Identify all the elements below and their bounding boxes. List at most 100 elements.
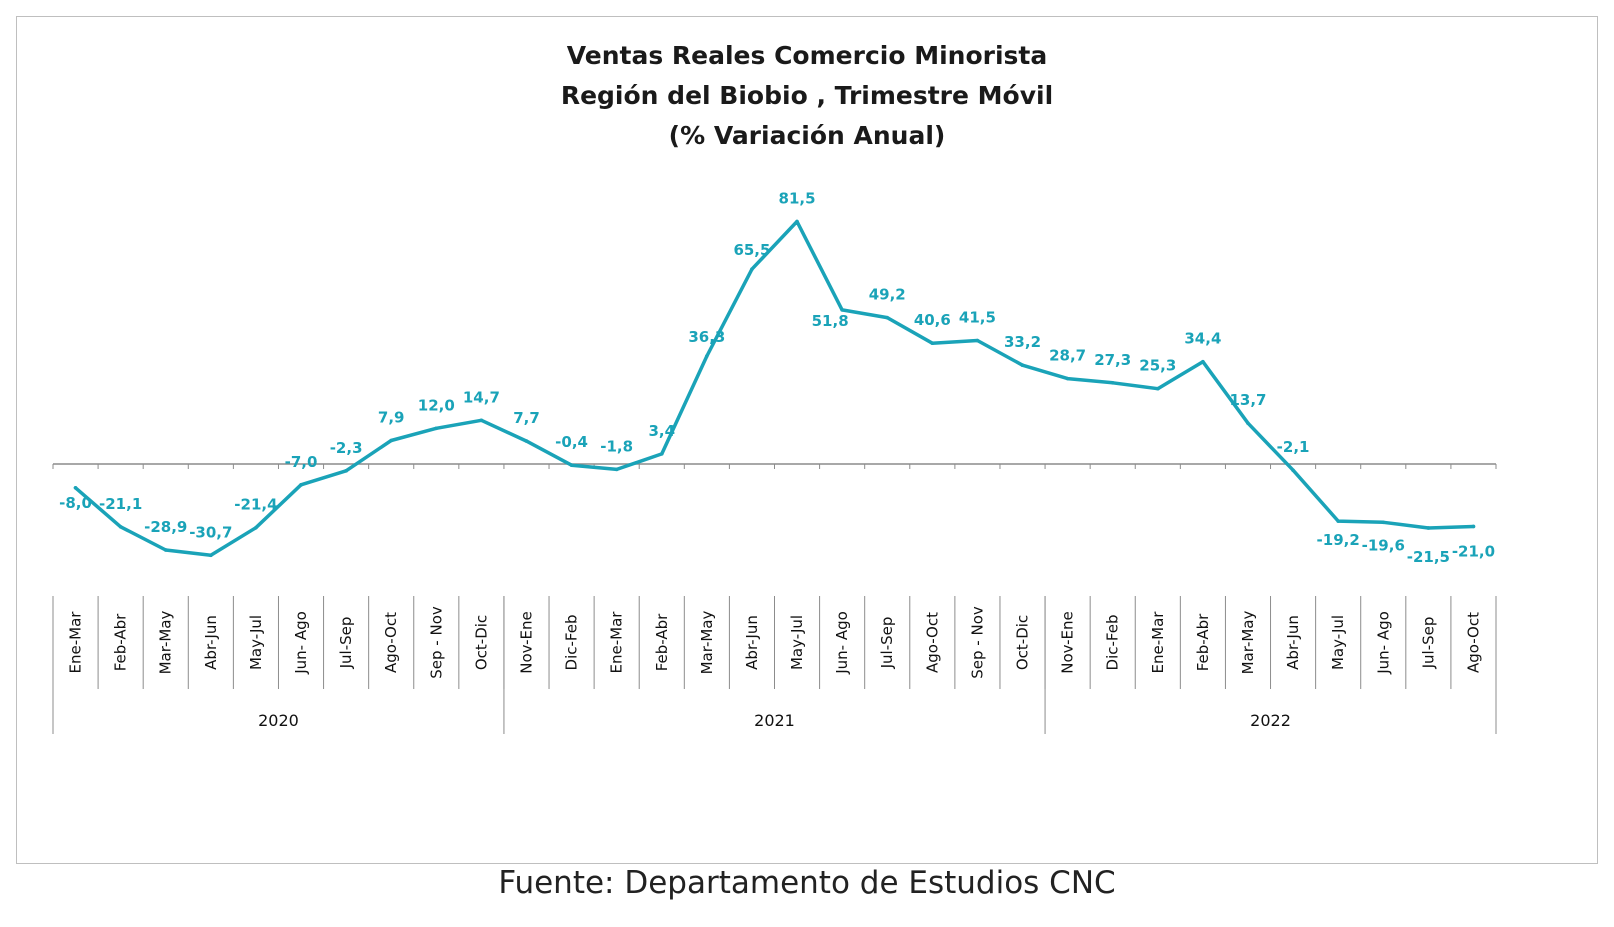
- data-point: [1065, 376, 1070, 381]
- chart-title: Ventas Reales Comercio Minorista Región …: [0, 36, 1614, 156]
- category-label: Ene-Mar: [1149, 611, 1167, 674]
- category-label: Abr-Jun: [1284, 615, 1302, 670]
- data-point: [118, 524, 123, 529]
- category-label: Jul-Sep: [878, 617, 896, 670]
- data-point: [163, 548, 168, 552]
- chart-title-line-1: Ventas Reales Comercio Minorista: [566, 41, 1048, 70]
- data-point: [1291, 468, 1295, 473]
- data-label: -19,6: [1362, 536, 1405, 554]
- data-point: [1155, 386, 1160, 391]
- data-point: [975, 338, 980, 343]
- category-label: Jul-Sep: [337, 617, 355, 670]
- category-label: Mar-May: [698, 610, 716, 674]
- data-label: -21,0: [1452, 542, 1495, 560]
- data-label: 27,3: [1094, 351, 1131, 369]
- data-point: [1020, 363, 1025, 368]
- group-label: 2020: [258, 711, 299, 730]
- data-point: [930, 341, 935, 346]
- chart-frame: [16, 16, 1598, 864]
- data-label: 7,7: [513, 409, 540, 427]
- category-label: Jun- Ago: [1374, 611, 1392, 675]
- category-label: Feb-Abr: [112, 613, 130, 671]
- category-label: May-Jul: [788, 615, 806, 670]
- data-label: 7,9: [378, 408, 405, 426]
- data-point: [479, 418, 484, 423]
- category-label: Mar-May: [157, 610, 175, 674]
- data-point: [1381, 520, 1386, 525]
- data-point: [1246, 421, 1250, 426]
- data-label: -19,2: [1317, 531, 1360, 549]
- data-label: 13,7: [1229, 391, 1266, 409]
- data-label: 12,0: [418, 396, 455, 414]
- data-point: [1471, 524, 1476, 529]
- data-point: [885, 315, 890, 320]
- chart-title-line-3: (% Variación Anual): [668, 121, 946, 150]
- data-point: [524, 439, 529, 443]
- category-label: Ago-Oct: [1464, 612, 1482, 673]
- data-label: -21,5: [1407, 548, 1450, 566]
- category-label: May-Jul: [247, 615, 265, 670]
- data-point: [209, 553, 213, 558]
- data-label: 33,2: [1004, 333, 1041, 351]
- category-label: Abr-Jun: [202, 615, 220, 670]
- data-point: [840, 308, 844, 312]
- data-label: 3,4: [648, 422, 675, 440]
- data-label: -28,9: [144, 518, 187, 536]
- data-label: -8,0: [59, 494, 92, 512]
- data-label: -21,4: [234, 496, 277, 514]
- data-point: [1201, 359, 1205, 364]
- data-label: 25,3: [1139, 357, 1176, 375]
- category-label: May-Jul: [1329, 615, 1347, 670]
- chart-title-line-2: Región del Biobio , Trimestre Móvil: [560, 81, 1054, 110]
- category-label: Sep - Nov: [968, 606, 986, 679]
- group-label: 2021: [754, 711, 795, 730]
- category-label: Feb-Abr: [1194, 613, 1212, 671]
- data-label: 51,8: [812, 312, 849, 330]
- data-point: [73, 486, 78, 490]
- data-point: [389, 438, 394, 443]
- line-chart: -8,0 -21,1-28,9 -30,7-21,4 -7,0 -2,3 7,9 12,0 1…: [52, 190, 1497, 734]
- data-label: 49,2: [869, 286, 906, 304]
- category-label: Sep - Nov: [427, 606, 445, 679]
- data-label: -1,8: [600, 437, 633, 455]
- axis-layer: [52, 463, 1497, 469]
- category-label: Oct-Dic: [472, 615, 490, 670]
- data-point: [254, 525, 258, 530]
- data-point: [750, 267, 754, 271]
- category-label: Feb-Abr: [653, 613, 671, 671]
- category-label: Ago-Oct: [923, 612, 941, 673]
- category-label: Nov-Ene: [517, 611, 535, 674]
- series-line: [73, 219, 1476, 558]
- data-label: 81,5: [779, 190, 816, 208]
- series-layer: [73, 219, 1476, 558]
- category-label: Oct-Dic: [1014, 615, 1032, 670]
- data-label: -30,7: [189, 523, 232, 541]
- data-point: [705, 354, 709, 358]
- data-label: 65,5: [733, 241, 770, 259]
- category-label: Ago-Oct: [382, 612, 400, 673]
- category-label: Abr-Jun: [743, 615, 761, 670]
- data-point: [1336, 519, 1340, 523]
- data-point: [569, 463, 574, 467]
- category-axis-layer: Ene-Mar Feb-Abr Mar-May Abr-Jun May-Jul Jun- …: [52, 596, 1497, 734]
- data-point: [344, 469, 348, 473]
- source-footer: Fuente: Departamento de Estudios CNC: [498, 865, 1116, 901]
- category-label: Jun- Ago: [292, 611, 310, 675]
- category-label: Ene-Mar: [608, 611, 626, 674]
- data-point: [434, 426, 439, 431]
- data-point: [1110, 380, 1115, 385]
- data-label: 40,6: [914, 311, 951, 329]
- data-label: 36,3: [688, 328, 725, 346]
- data-label: 41,5: [959, 309, 996, 327]
- category-label: Jun- Ago: [833, 611, 851, 675]
- category-label: Jul-Sep: [1419, 617, 1437, 670]
- data-label: -21,1: [99, 495, 142, 513]
- data-label-layer: -8,0 -21,1-28,9 -30,7-21,4 -7,0 -2,3 7,9 12,0 1…: [59, 190, 1495, 566]
- data-point: [299, 483, 303, 487]
- data-point: [795, 219, 799, 224]
- data-point: [614, 467, 619, 472]
- data-label: 34,4: [1184, 330, 1221, 348]
- category-label: Dic-Feb: [563, 615, 581, 671]
- data-label: -2,1: [1277, 438, 1310, 456]
- data-label: -2,3: [330, 439, 363, 457]
